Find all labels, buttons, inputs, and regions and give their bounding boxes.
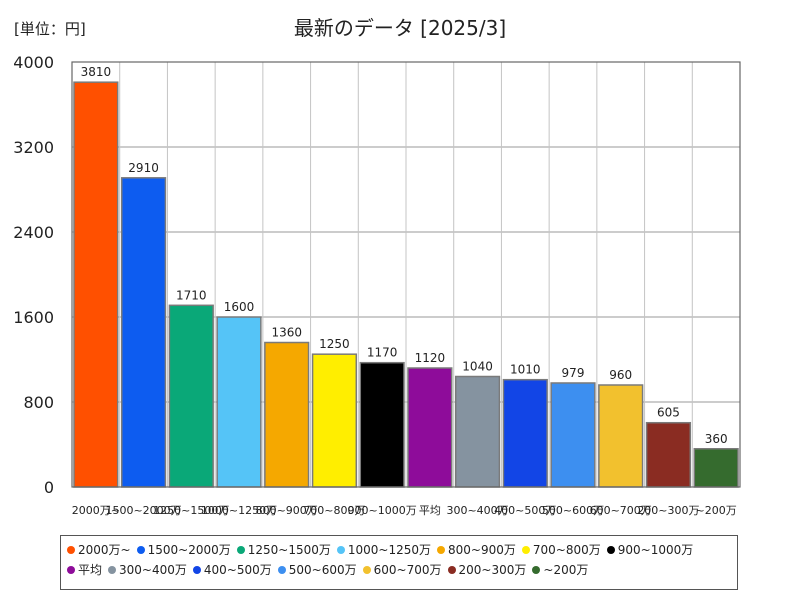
bar [359,361,405,488]
legend-label: 1500~2000万 [147,543,231,557]
x-tick-label: ~200万 [696,504,737,517]
legend-label: 700~800万 [532,543,601,557]
legend-swatch [192,566,201,574]
bar [598,384,644,488]
data-label: 1250 [319,337,350,351]
legend-label: ~200万 [543,563,589,577]
data-label: 360 [705,432,728,446]
legend-swatch [437,546,446,554]
x-tick-label: 2000万~ [72,504,120,517]
legend-swatch [521,546,530,554]
x-tick-label: 700~800万 [303,504,365,517]
y-tick-label: 0 [44,478,54,497]
bar [693,448,739,488]
y-tick-label: 4000 [13,53,54,72]
legend-item: 1000~1250万 [336,540,432,560]
data-label: 979 [562,366,585,380]
legend-item: 900~1000万 [606,540,694,560]
data-label: 2910 [128,161,159,175]
legend-item: 700~800万 [521,540,601,560]
legend-item: 平均 [67,560,102,580]
bar-chart: 0 800 1600 2400 3200 4000 3810 2000万~ 2910 1500~2… [13,53,741,517]
bar [502,378,548,488]
x-tick-label: 900~1000万 [348,504,417,517]
y-tick-label: 2400 [13,223,54,242]
x-tick-label: 600~700万 [590,504,652,517]
legend-swatch [67,566,75,574]
data-label: 1710 [176,288,207,302]
legend-label: 900~1000万 [617,543,694,557]
bar [454,375,501,488]
legend-swatch [236,546,245,554]
x-tick-label: 1500~2000万 [105,504,181,517]
x-tick-label: 800~900万 [256,504,318,517]
x-tick-label: 500~600万 [542,504,604,517]
legend-item: 500~600万 [277,560,357,580]
legend-label: 600~700万 [373,563,442,577]
bar [407,367,453,488]
legend-label: 1000~1250万 [347,543,432,557]
legend-item: 300~400万 [108,560,187,580]
legend-item: 2000万~ [67,540,131,560]
x-tick-label: 200~300万 [637,504,699,517]
bar [120,177,167,488]
legend-swatch [447,566,456,574]
legend-item: 600~700万 [362,560,442,580]
y-tick-label: 800 [23,393,54,412]
legend-item: 1500~2000万 [136,540,231,560]
data-label: 1360 [271,326,302,340]
legend-label: 300~400万 [119,563,187,577]
bar [73,81,119,488]
legend-item: 800~900万 [437,540,516,560]
bar [550,382,596,488]
bar [168,304,214,488]
legend-swatch [606,546,615,554]
legend-swatch [336,546,345,554]
legend-item: 400~500万 [192,560,272,580]
legend-label: 平均 [78,563,103,577]
legend-item: 1250~1500万 [236,540,331,560]
plot-border [71,61,741,488]
legend-label: 400~500万 [203,563,272,577]
bar [216,316,262,488]
bar [311,353,358,488]
data-label: 1010 [510,363,541,377]
legend-item: ~200万 [532,560,588,580]
legend-label: 800~900万 [448,543,516,557]
bar [264,341,310,488]
legend-item: 200~300万 [447,560,527,580]
legend-swatch [277,566,286,574]
legend-label: 1250~1500万 [247,543,331,557]
chart-legend: 2000万~ 1500~2000万 1250~1500万 1000~1250万 800~… [60,535,738,590]
x-tick-label: 1000~1250万 [201,504,277,517]
legend-swatch [67,546,75,554]
y-tick-label: 1600 [13,308,54,327]
unit-label: [単位：円] [14,20,86,38]
x-tick-label: 1250~1500万 [153,504,229,517]
data-label: 1170 [367,346,398,360]
data-label: 960 [609,368,632,382]
x-tick-label: 平均 [419,504,441,517]
data-label: 1040 [462,360,493,374]
legend-label: 200~300万 [458,563,527,577]
data-label: 1600 [224,300,255,314]
legend-swatch [362,566,371,574]
data-label: 3810 [81,65,112,79]
x-tick-label: 400~500万 [494,504,556,517]
legend-label: 2000万~ [78,543,131,557]
legend-swatch [108,566,117,574]
x-tick-label: 300~400万 [446,504,508,517]
bar [645,421,692,488]
legend-swatch [532,566,541,574]
data-label: 1120 [415,351,446,365]
legend-label: 500~600万 [288,563,357,577]
y-tick-label: 3200 [13,138,54,157]
legend-swatch [136,546,145,554]
chart-title: 最新のデータ [2025/3] [293,16,507,40]
data-label: 605 [657,406,680,420]
